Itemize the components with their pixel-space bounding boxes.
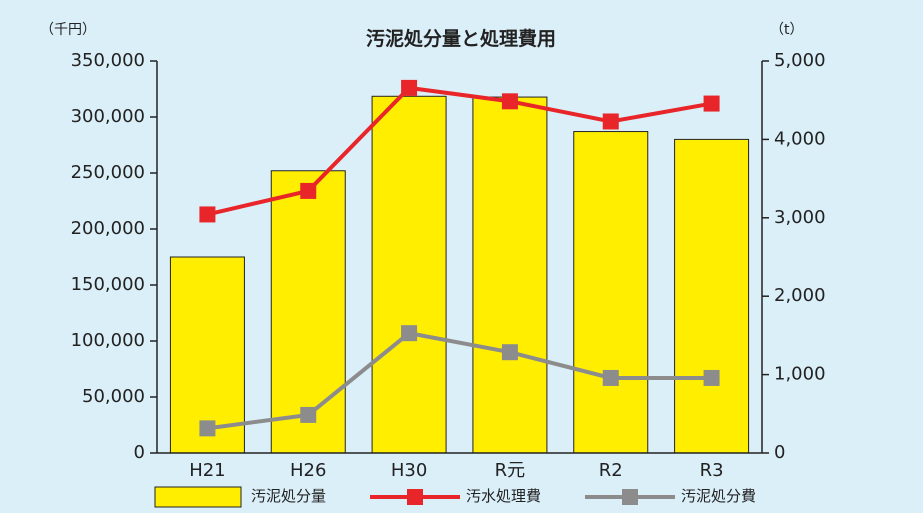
marker <box>703 369 720 386</box>
marker <box>501 344 518 361</box>
y-tick-label: 0 <box>134 442 145 463</box>
y-axis-label: （千円） <box>40 22 96 38</box>
y-tick-label: 250,000 <box>71 162 145 183</box>
y2-tick-label: 3,000 <box>774 207 826 228</box>
marker <box>401 325 418 342</box>
marker <box>199 420 216 437</box>
line <box>207 331 712 431</box>
x-tick-label: H30 <box>391 460 427 481</box>
bar <box>169 256 245 454</box>
y2-tick-label: 1,000 <box>774 364 826 385</box>
marker <box>300 182 317 199</box>
y-tick-label: 50,000 <box>82 386 145 407</box>
y-tick-label: 150,000 <box>71 274 145 295</box>
legend-marker <box>407 489 423 505</box>
legend-marker <box>622 489 638 505</box>
x-tick-label: H26 <box>290 460 326 481</box>
chart-title: 汚泥処分量と処理費用 <box>366 27 556 50</box>
legend-label: 汚泥処分費 <box>681 487 756 505</box>
y-tick-label: 100,000 <box>71 330 145 351</box>
legend-label: 汚水処理費 <box>466 487 541 505</box>
marker <box>401 79 418 96</box>
marker <box>602 369 619 386</box>
legend-label: 汚泥処分量 <box>251 487 326 505</box>
x-tick-label: R元 <box>495 460 526 481</box>
marker <box>703 95 720 112</box>
marker <box>199 206 216 223</box>
y-tick-label: 350,000 <box>71 50 145 71</box>
y2-tick-label: 0 <box>774 442 785 463</box>
y2-axis-label: （t） <box>770 22 804 38</box>
marker <box>602 113 619 130</box>
x-tick-label: R3 <box>700 460 724 481</box>
bar <box>371 95 447 454</box>
y2-tick-label: 4,000 <box>774 128 826 149</box>
y-tick-label: 300,000 <box>71 106 145 127</box>
y-tick-label: 200,000 <box>71 218 145 239</box>
bar <box>472 96 548 454</box>
bar <box>674 138 750 454</box>
y2-tick-label: 2,000 <box>774 285 826 306</box>
y2-tick-label: 5,000 <box>774 50 826 71</box>
legend-swatch <box>154 486 242 508</box>
bar <box>270 170 346 454</box>
marker <box>300 406 317 423</box>
bar <box>573 131 649 454</box>
x-tick-label: R2 <box>599 460 623 481</box>
line <box>206 85 712 217</box>
marker <box>501 93 518 110</box>
x-tick-label: H21 <box>189 460 225 481</box>
